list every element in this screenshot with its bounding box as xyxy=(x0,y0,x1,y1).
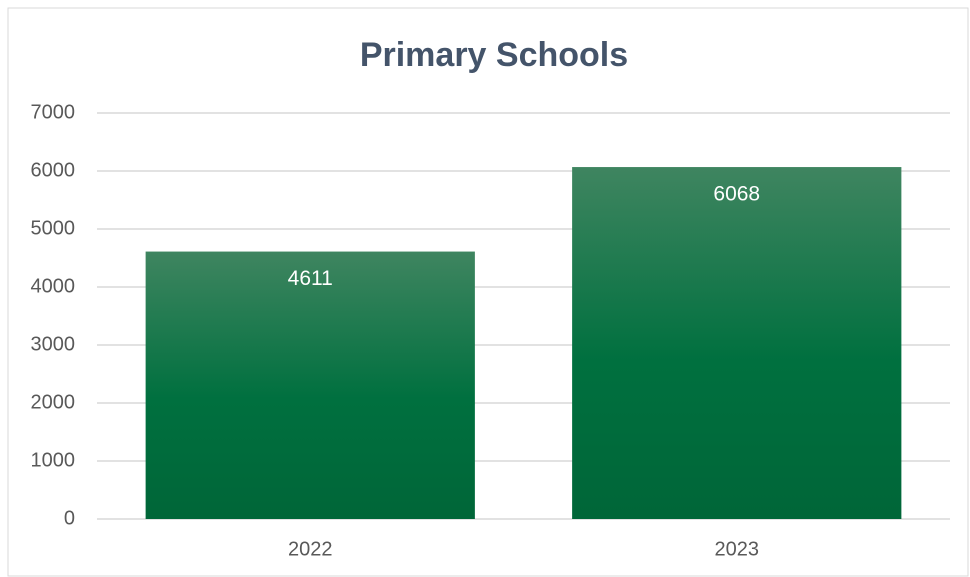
y-tick-label: 0 xyxy=(64,507,75,529)
y-tick-label: 3000 xyxy=(31,333,76,355)
data-label: 6068 xyxy=(713,183,760,206)
x-tick-label: 2023 xyxy=(715,538,760,560)
y-tick-label: 2000 xyxy=(31,391,76,413)
y-tick-label: 7000 xyxy=(31,101,76,123)
y-tick-label: 1000 xyxy=(31,449,76,471)
chart-title: Primary Schools xyxy=(360,36,628,74)
x-tick-label: 2022 xyxy=(288,538,333,560)
y-tick-label: 6000 xyxy=(31,159,76,181)
y-tick-label: 5000 xyxy=(31,217,76,239)
data-label: 4611 xyxy=(288,267,333,290)
bar xyxy=(572,167,902,519)
bar xyxy=(145,251,475,519)
y-tick-label: 4000 xyxy=(31,275,76,297)
